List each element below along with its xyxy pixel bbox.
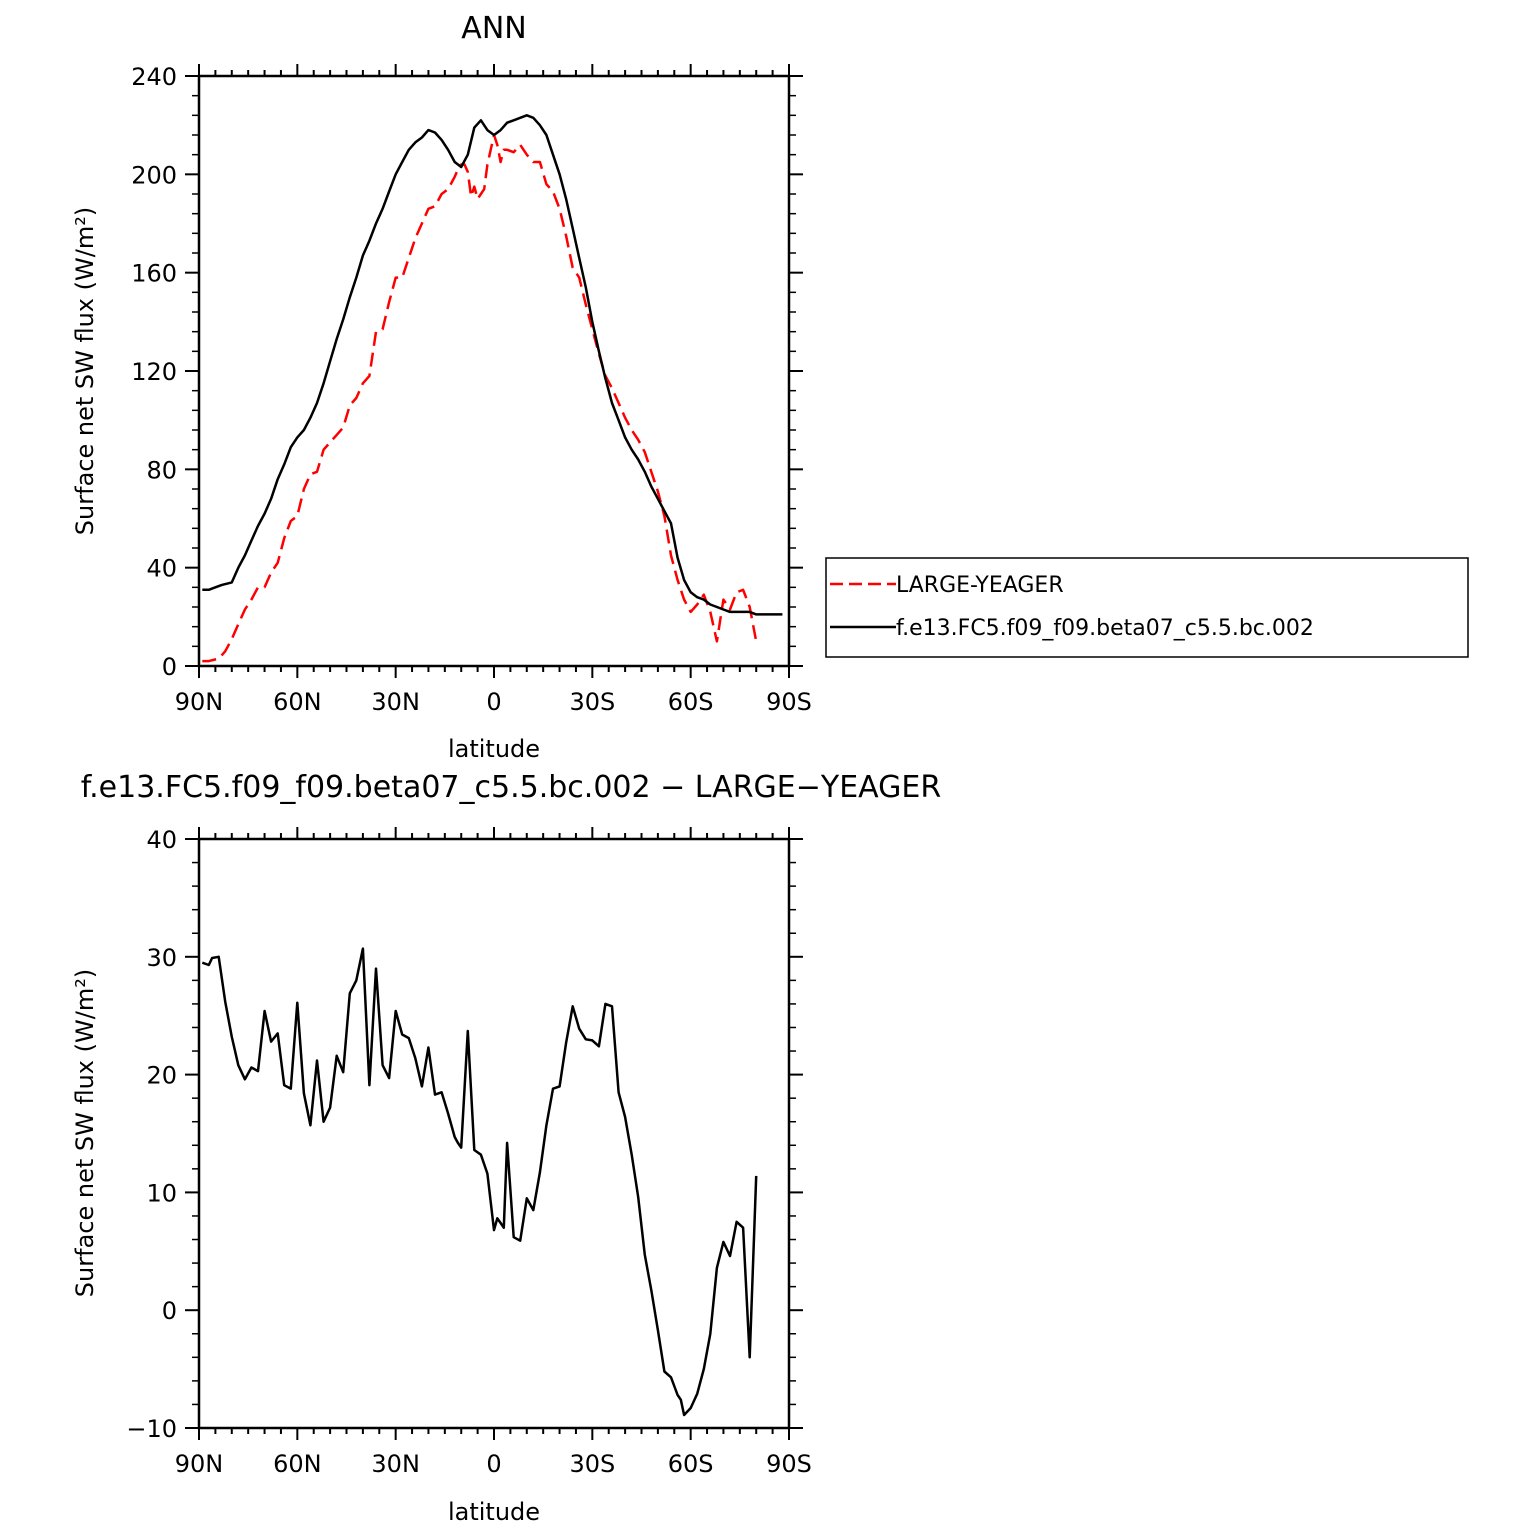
top-plot-ylabel: Surface net SW flux (W/m²) (71, 207, 99, 535)
top-x-tick-label: 60N (273, 688, 322, 716)
top-x-tick-label: 0 (486, 688, 501, 716)
bottom-plot-ticks (185, 827, 803, 1440)
top-y-tick-label: 160 (131, 260, 177, 288)
bottom-plot-frame (197, 837, 791, 1430)
bottom-y-tick-label: 10 (146, 1179, 177, 1207)
legend: LARGE-YEAGER f.e13.FC5.f09_f09.beta07_c5… (825, 557, 1469, 658)
bottom-x-tick-label: 30N (371, 1450, 420, 1478)
top-y-tick-label: 120 (131, 358, 177, 386)
top-y-tick-label: 240 (131, 63, 177, 91)
bottom-series-line-0 (201, 947, 758, 1417)
top-plot-xlabel: latitude (448, 735, 540, 763)
bottom-plot: f.e13.FC5.f09_f09.beta07_c5.5.bc.002 − L… (71, 770, 941, 1526)
bottom-plot-title: f.e13.FC5.f09_f09.beta07_c5.5.bc.002 − L… (81, 770, 941, 805)
top-plot-frame (197, 74, 791, 668)
top-plot-series (202, 114, 783, 663)
top-x-tick-label: 60S (668, 688, 714, 716)
top-y-tick-label: 80 (146, 456, 177, 484)
bottom-x-tick-label: 30S (569, 1450, 615, 1478)
bottom-x-tick-label: 60N (273, 1450, 322, 1478)
top-x-tick-label: 30N (371, 688, 420, 716)
bottom-y-tick-label: 20 (146, 1062, 177, 1090)
bottom-plot-x-tick-labels: 90N 60N 30N 0 30S 60S 90S (175, 1450, 812, 1478)
bottom-y-tick-label: 0 (162, 1297, 177, 1325)
bottom-y-tick-label: 30 (146, 944, 177, 972)
top-plot-x-tick-labels: 90N 60N 30N 0 30S 60S 90S (175, 688, 812, 716)
top-series-line-0 (202, 133, 758, 663)
legend-label-large-yeager: LARGE-YEAGER (896, 573, 1064, 598)
top-x-tick-label: 90N (175, 688, 224, 716)
top-plot-ticks (185, 64, 803, 678)
top-y-tick-label: 200 (131, 161, 177, 189)
bottom-x-tick-label: 60S (668, 1450, 714, 1478)
top-x-tick-label: 90S (766, 688, 812, 716)
legend-label-model: f.e13.FC5.f09_f09.beta07_c5.5.bc.002 (896, 616, 1314, 641)
top-plot-y-tick-labels: 0 40 80 120 160 200 240 (131, 63, 177, 681)
bottom-plot-series (201, 947, 758, 1417)
top-series-line-1 (202, 114, 783, 616)
bottom-y-tick-label: 40 (146, 826, 177, 854)
bottom-plot-ylabel: Surface net SW flux (W/m²) (71, 969, 99, 1297)
top-plot-title: ANN (461, 11, 526, 46)
top-x-tick-label: 30S (569, 688, 615, 716)
top-y-tick-label: 0 (162, 653, 177, 681)
legend-box (825, 557, 1469, 658)
bottom-y-tick-label: −10 (126, 1415, 177, 1443)
bottom-x-tick-label: 90S (766, 1450, 812, 1478)
top-y-tick-label: 40 (146, 555, 177, 583)
bottom-plot-xlabel: latitude (448, 1498, 540, 1526)
top-plot: ANN 90N 60N 30N 0 30S 60S 90S 0 40 80 120 160 200 24… (71, 11, 812, 763)
bottom-x-tick-label: 90N (175, 1450, 224, 1478)
bottom-x-tick-label: 0 (486, 1450, 501, 1478)
bottom-plot-y-tick-labels: −10 0 10 20 30 40 (126, 826, 177, 1443)
